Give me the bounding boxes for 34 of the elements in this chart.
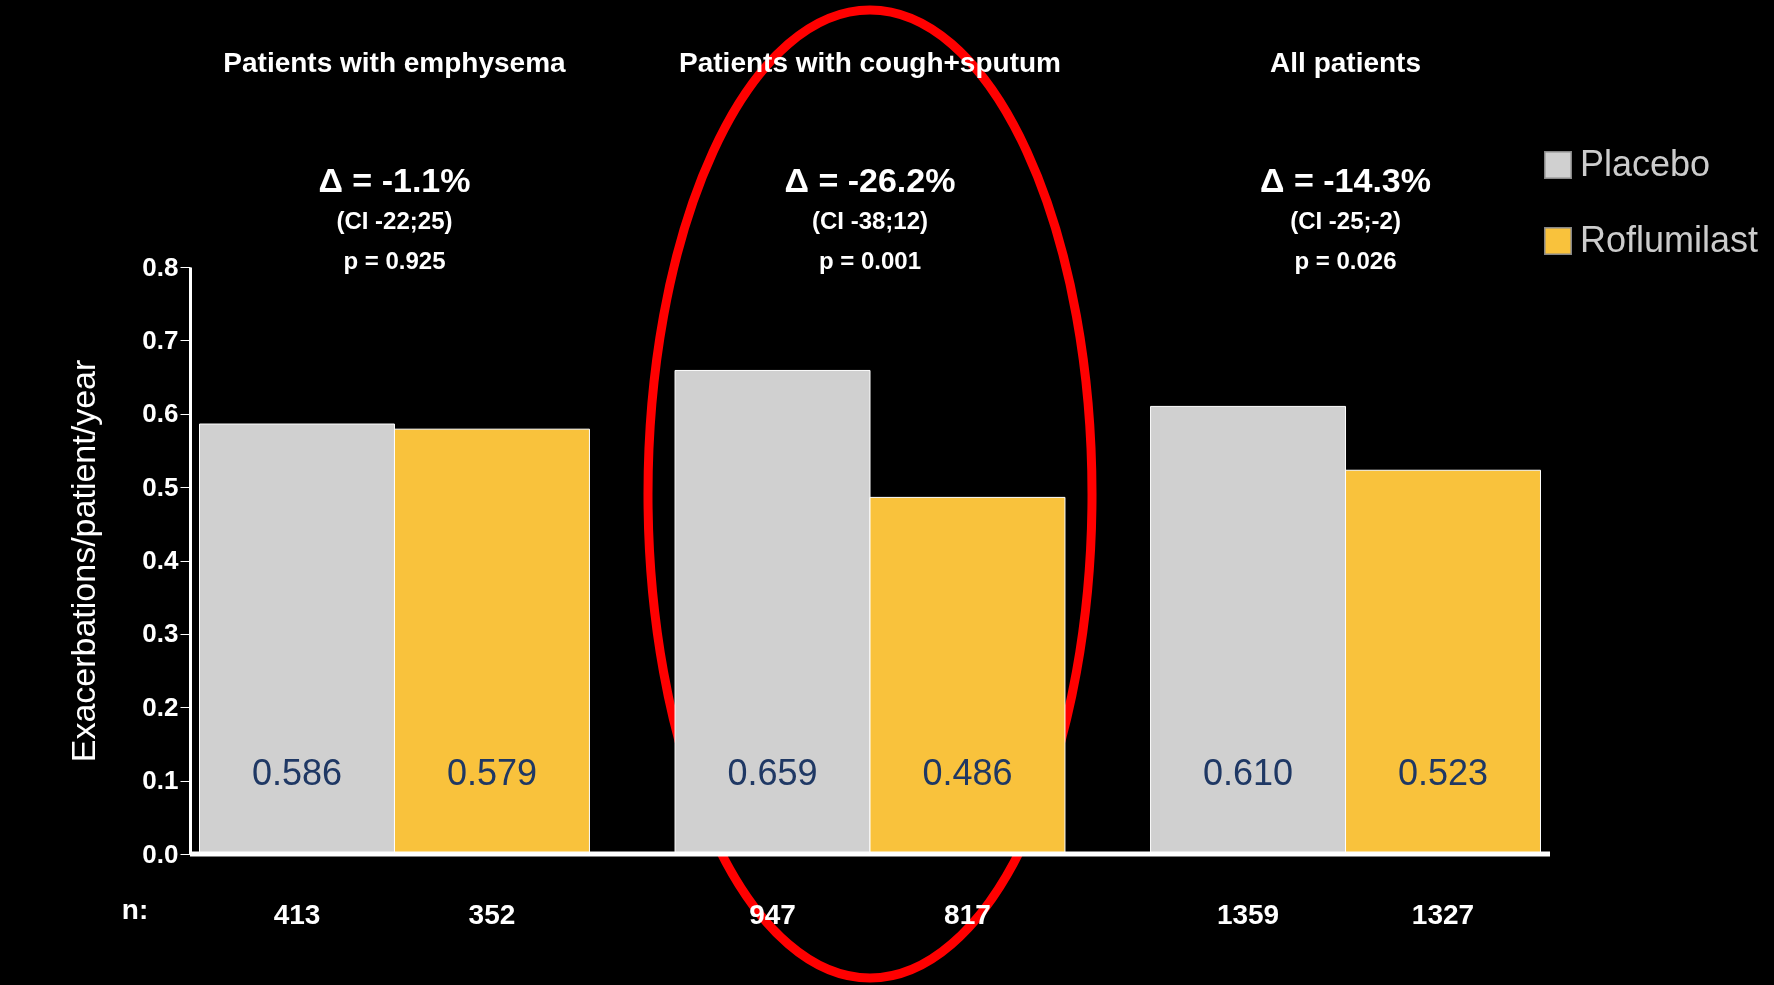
text: 1327 bbox=[1411, 899, 1475, 930]
annotation: p = 0.925 bbox=[343, 247, 446, 274]
text: 0.579 bbox=[446, 752, 537, 793]
text: 0.523 bbox=[1397, 752, 1489, 793]
y-tick-label: 0.0 bbox=[142, 838, 179, 869]
y-tick-label: 0.7 bbox=[142, 324, 179, 355]
legend-label: Roflumilast bbox=[1580, 219, 1759, 260]
y-tick-label: 0.5 bbox=[142, 471, 179, 502]
y-tick-label: 0.2 bbox=[142, 691, 179, 722]
text: 0.659 bbox=[727, 752, 818, 793]
y-tick-label: 0.1 bbox=[142, 765, 179, 796]
text: Δ = -1.1% bbox=[318, 161, 471, 199]
text: (CI -25;-2) bbox=[1290, 207, 1401, 234]
text: 0.610 bbox=[1203, 752, 1294, 793]
y-tick-label: 0.6 bbox=[142, 398, 179, 429]
text: 413 bbox=[273, 899, 321, 930]
x-tick-label: Patients with emphysema bbox=[223, 46, 567, 78]
y-tick-label: 0.8 bbox=[142, 251, 179, 282]
y-tick-label: 0.4 bbox=[142, 545, 180, 575]
text: Δ = -14.3% bbox=[1260, 161, 1431, 199]
text: (CI -38;12) bbox=[811, 207, 929, 234]
x-tick-label: All patients bbox=[1270, 46, 1421, 78]
y-axis-title: Exacerbations/patient/year bbox=[64, 359, 103, 763]
text: 0.486 bbox=[922, 752, 1013, 793]
annotation: p = 0.026 bbox=[1294, 247, 1397, 274]
text: 352 bbox=[468, 899, 516, 930]
text: 1359 bbox=[1216, 899, 1280, 930]
text: n: bbox=[121, 894, 149, 925]
y-tick-label: 0.3 bbox=[142, 618, 179, 649]
legend-label: Placebo bbox=[1580, 143, 1711, 184]
text: 0.586 bbox=[251, 752, 343, 793]
annotation: p = 0.001 bbox=[818, 247, 922, 274]
text: (CI -22;25) bbox=[336, 207, 453, 234]
text: Δ = -26.2% bbox=[784, 161, 956, 199]
